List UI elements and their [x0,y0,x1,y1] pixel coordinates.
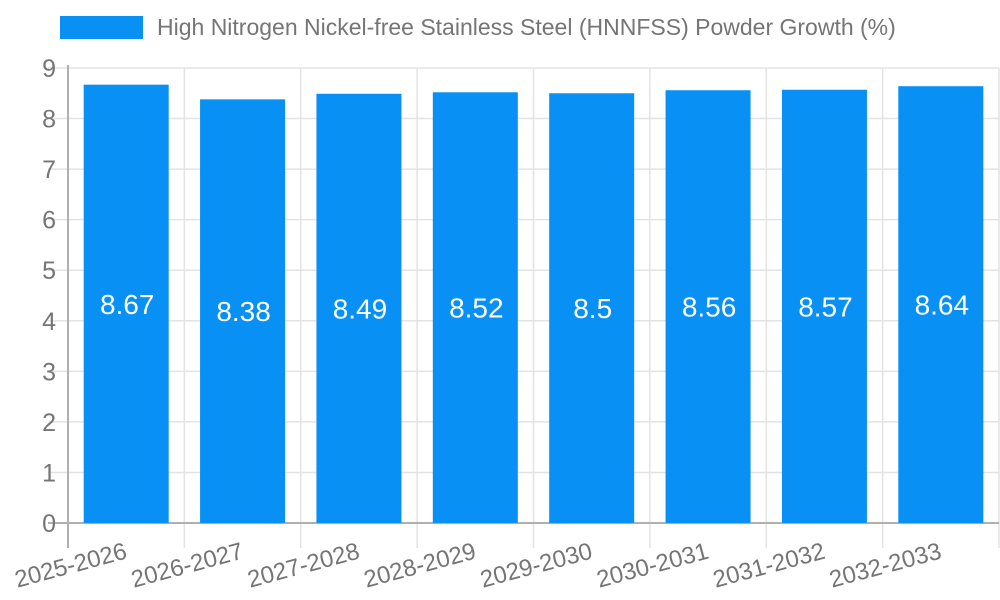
bar-value-label: 8.67 [100,289,155,320]
x-tick-label: 2027-2028 [245,538,363,594]
bar-value-label: 8.38 [216,296,271,327]
bar[interactable] [665,90,751,523]
x-tick-label: 2030-2031 [594,538,712,594]
bar-value-label: 8.57 [798,291,853,322]
bar-value-label: 8.5 [573,293,612,324]
x-tick-label: 2025-2026 [12,538,130,594]
y-tick-label: 1 [42,459,56,487]
bar[interactable] [200,99,286,523]
x-tick-label: 2028-2029 [361,538,479,594]
bar[interactable] [898,86,984,523]
y-tick-label: 8 [42,106,56,134]
x-tick-label: 2032-2033 [827,538,945,594]
x-tick-label: 2026-2027 [128,538,246,594]
y-tick-label: 2 [42,409,56,437]
y-tick-label: 3 [42,358,56,386]
bar-value-label: 8.64 [915,290,970,321]
bar[interactable] [549,93,635,524]
x-tick-label: 2029-2030 [477,538,595,594]
bar-value-label: 8.52 [449,293,504,324]
y-tick-label: 5 [42,257,56,285]
bar[interactable] [83,84,169,523]
bar[interactable] [316,93,402,524]
y-tick-label: 9 [42,55,56,83]
bar-value-label: 8.49 [333,293,388,324]
y-tick-label: 4 [42,308,56,336]
bar-value-label: 8.56 [682,292,737,323]
y-tick-label: 6 [42,207,56,235]
bar[interactable] [432,92,518,524]
legend-label: High Nitrogen Nickel-free Stainless Stee… [157,14,896,40]
legend-swatch [60,16,143,39]
bar[interactable] [781,89,867,523]
chart-legend[interactable]: High Nitrogen Nickel-free Stainless Stee… [60,14,896,41]
x-tick-label: 2031-2032 [710,538,828,594]
y-tick-label: 7 [42,156,56,184]
y-tick-label: 0 [42,510,56,538]
